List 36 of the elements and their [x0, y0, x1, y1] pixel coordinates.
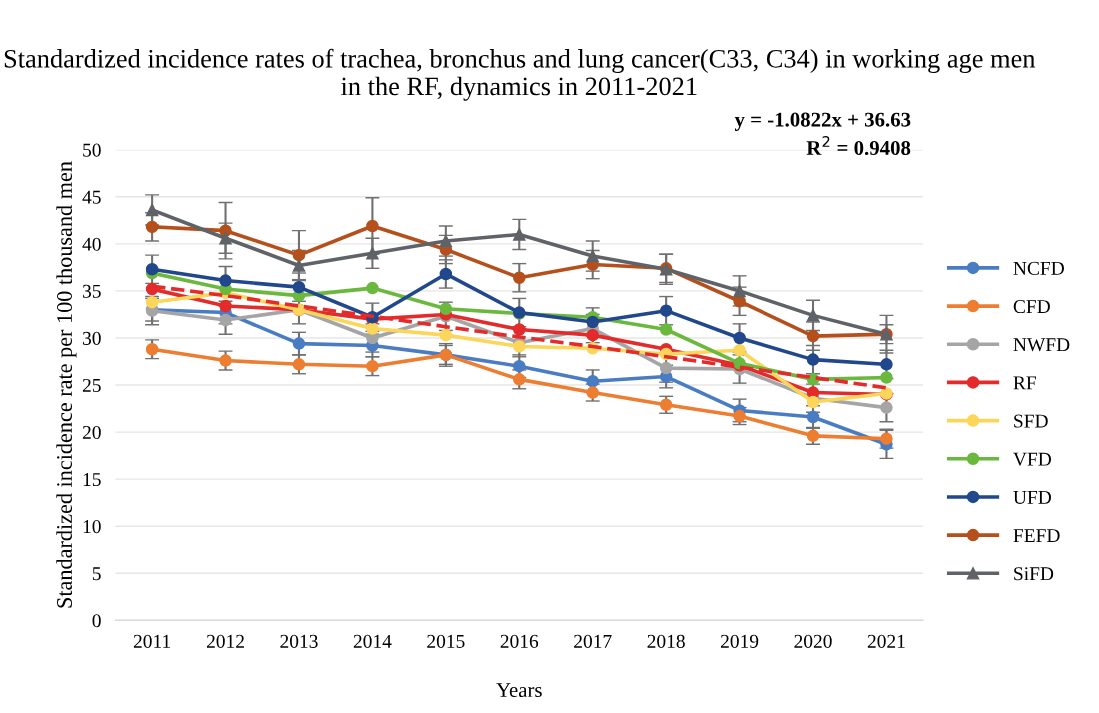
legend-label: RF: [1013, 376, 1036, 390]
text: y = -1.0822x + 36.63: [734, 112, 911, 131]
y-tick-label: 50: [83, 143, 101, 157]
x-tick-label: 2017: [574, 634, 612, 648]
x-tick-label: 2020: [794, 634, 832, 648]
y-tick-label: 25: [82, 378, 101, 392]
y-tick-label: 20: [82, 425, 101, 440]
y-tick-label: 30: [82, 331, 101, 345]
x-tick-label: 2016: [500, 634, 539, 648]
y-tick-label: 0: [92, 614, 101, 628]
x-tick-label: 2013: [280, 634, 318, 648]
y-tick-label: 15: [83, 473, 101, 487]
legend-label: CFD: [1013, 300, 1050, 314]
y-tick-label: 40: [82, 237, 101, 251]
legend-label: UFD: [1013, 491, 1052, 504]
chart-title: Standardized incidence rates of trachea, bronchus and lung cancer(C33, C34) in working age men in the RF, dynamics in 2011-2021: [4, 48, 1036, 101]
legend-label: FEFD: [1013, 529, 1060, 542]
x-tick-label: 2021: [867, 634, 905, 648]
x-tick-label: 2015: [427, 634, 465, 648]
legend-label: NWFD: [1013, 338, 1070, 352]
x-tick-label: 2011: [133, 634, 171, 648]
x-tick-label: 2019: [720, 634, 759, 648]
legend-label: SiFD: [1014, 567, 1054, 581]
x-tick-label: 2014: [353, 634, 392, 648]
y-tick-label: 10: [83, 520, 101, 534]
y-tick-label: 45: [82, 190, 101, 204]
y-tick-label: 5: [92, 567, 101, 581]
legend-label: NCFD: [1013, 261, 1064, 275]
x-tick-label: 2012: [206, 634, 244, 648]
legend-label: VFD: [1013, 452, 1052, 466]
legend-label: SFD: [1014, 414, 1048, 428]
y-tick-label: 35: [82, 284, 101, 298]
x-axis-title: Years: [496, 683, 542, 698]
x-tick-label: 2018: [647, 634, 685, 648]
y-axis-title: Standardized incidence rate per 100 thousand men: [56, 161, 77, 608]
annotation: R$^{2}$ = 0.9408: [806, 136, 911, 156]
